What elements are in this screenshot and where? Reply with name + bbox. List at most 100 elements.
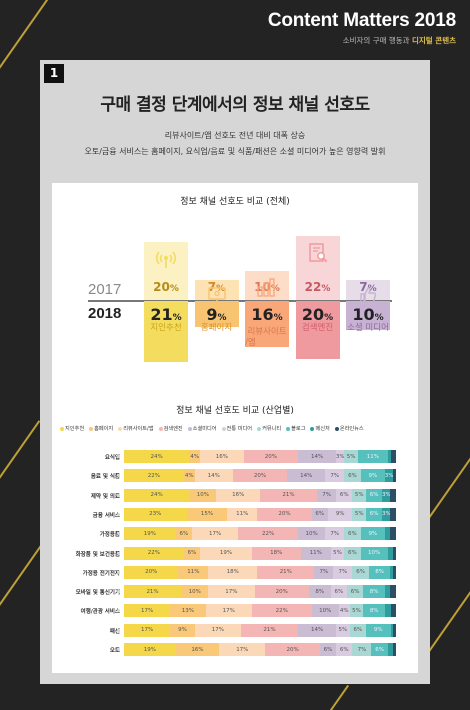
bar-segment: 5% — [349, 604, 364, 618]
industry-chart-title: 정보 채널 선호도 비교 (산업별) — [176, 406, 294, 416]
row-label: 가정용 전기전자 — [82, 570, 120, 577]
legend-swatch — [286, 426, 291, 431]
stacked-bar: 24% 4% 16% 20% 14% 3% 5% 11% — [124, 450, 396, 463]
legend-label: 지인추천 — [65, 426, 85, 432]
bar-segment: 10% — [298, 527, 326, 541]
bar-segment: 22% — [238, 527, 299, 541]
bar-segment: 3% — [336, 450, 345, 463]
category-label: 소셜 미디어 — [346, 323, 390, 334]
brand-title: Content Matters 2018 — [267, 10, 456, 31]
legend-item: 리뷰사이트/앱 — [118, 425, 154, 432]
stacked-bar: 20% 11% 18% 21% 7% 7% 6% 8% — [124, 565, 396, 579]
legend-label: 커뮤니티 — [262, 426, 282, 432]
row-label: 화장품 및 보건용품 — [75, 551, 120, 558]
row-dot — [117, 493, 120, 497]
bar-segment: 20% — [124, 565, 179, 579]
brand-subtitle-strong: 디지털 콘텐츠 — [411, 36, 456, 45]
bar-segment: 6% — [366, 507, 383, 521]
legend-label: 검색엔진 — [163, 426, 183, 432]
bar-segment: 6% — [175, 527, 192, 541]
baseline-2017 — [88, 300, 392, 302]
bar-2017 — [346, 279, 390, 300]
category-label-line: /앱 — [245, 338, 256, 348]
bar-segment: 6% — [349, 623, 367, 637]
legend-swatch — [187, 426, 192, 431]
legend-swatch — [89, 426, 94, 431]
bar-segment: 17% — [205, 604, 252, 618]
bar-segment — [387, 450, 391, 463]
bar-segment: 22% — [124, 546, 184, 560]
value-label-2017: 7% — [359, 280, 377, 294]
bar-segment — [385, 527, 391, 541]
legend-label: 메신저 — [315, 426, 330, 432]
unit: % — [217, 313, 227, 323]
broadcast-icon — [155, 248, 177, 274]
section-number-badge: 1 — [44, 64, 64, 83]
bar-segment: 23% — [124, 507, 187, 521]
legend-label: 소셜미디어 — [192, 426, 217, 432]
row-label: 패션 — [109, 628, 120, 635]
bar-2017 — [194, 279, 239, 300]
legend-item: 전통 미디어 — [221, 425, 253, 432]
legend-swatch — [60, 426, 64, 431]
unit: % — [270, 284, 280, 294]
intro-line-2: 오토/금융 서비스는 홈페이지, 요식업/음료 및 식품/패션은 소셜 미디어가… — [84, 147, 386, 156]
stacked-bar: 22% 4% 14% 20% 14% 7% 6% 9% 3% — [124, 469, 396, 483]
bar-segment: 24% — [124, 450, 190, 463]
bar-segment: 17% — [124, 623, 171, 637]
bar-segment: 13% — [170, 604, 206, 618]
category-label: 지인추천 — [144, 323, 188, 334]
bar-segment: 8% — [368, 565, 391, 579]
bar-segment: 11% — [227, 507, 258, 521]
value-label-2018: 10% — [352, 305, 384, 324]
bar-segment: 20% — [257, 507, 312, 521]
row-dot — [117, 570, 120, 574]
legend-label: 온라인뉴스 — [339, 426, 364, 432]
bar-segment: 14% — [298, 623, 337, 637]
bar-segment: 3% — [385, 469, 394, 483]
bar-segment: 17% — [194, 623, 241, 637]
row-dot — [117, 590, 120, 594]
bar-segment — [390, 623, 394, 637]
row-label: 요식업 — [104, 455, 120, 461]
bar-segment: 7% — [325, 469, 345, 483]
bar-segment: 9% — [366, 623, 391, 637]
legend-label: 전통 미디어 — [226, 426, 253, 432]
legend-item: 홈페이지 — [89, 425, 113, 432]
unit: % — [216, 284, 226, 294]
decorative-stripe — [0, 420, 41, 520]
row-label: 가정용품 — [99, 532, 120, 539]
bar-segment — [390, 507, 396, 521]
bar-segment: 17% — [219, 643, 266, 656]
row-label: 음료 및 식품 — [90, 474, 120, 481]
legend-swatch — [310, 426, 315, 431]
category-label-line: 소셜 미디어 — [347, 323, 389, 333]
bar-segment: 5% — [336, 623, 350, 637]
thumbs-up-icon — [359, 286, 377, 308]
bar-segment — [390, 565, 394, 579]
overall-chart-title: 정보 채널 선호도 비교 (전체) — [180, 197, 290, 207]
bar-segment — [390, 450, 396, 463]
bar-segment — [387, 546, 394, 560]
bar-segment: 6% — [336, 488, 353, 502]
value-label-2017: 22% — [304, 280, 331, 294]
bar-segment — [387, 643, 394, 656]
bar-segment: 9% — [170, 623, 195, 637]
bar-segment: 16% — [216, 488, 260, 502]
bar-segment: 21% — [257, 565, 315, 579]
stacked-bar: 19% 6% 17% 22% 10% 7% 6% 9% — [124, 527, 396, 541]
bar-segment: 14% — [287, 469, 326, 483]
unit: % — [367, 284, 377, 294]
bar-2017 — [144, 242, 188, 300]
bar-segment: 7% — [325, 527, 345, 541]
row-dot — [117, 512, 120, 516]
row-label: 제약 및 의료 — [90, 493, 120, 500]
brand-header: Content Matters 2018 소비자의 구매 행동과 디지털 콘텐츠 — [268, 10, 456, 46]
value-label-2018: 20% — [301, 305, 334, 324]
stacked-bar: 17% 13% 17% 22% 10% 4% 5% 8% — [124, 604, 396, 618]
value-label-2018: 9% — [206, 305, 227, 324]
bar-segment: 3% — [382, 488, 391, 502]
bar-segment: 21% — [124, 585, 182, 599]
row-dot — [117, 609, 120, 613]
bar-segment: 6% — [183, 546, 201, 560]
